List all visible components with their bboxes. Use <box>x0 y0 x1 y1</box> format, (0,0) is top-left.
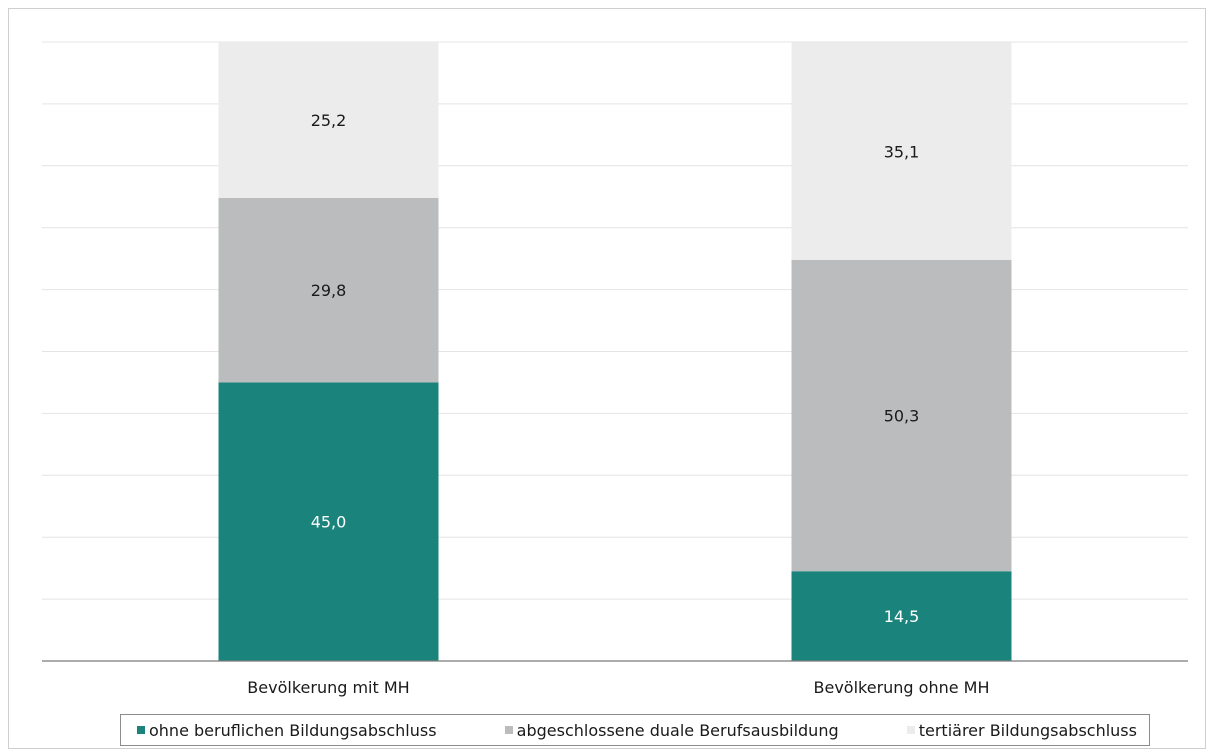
bar-segment <box>791 571 1012 661</box>
legend: ohne beruflichen Bildungsabschluss abges… <box>120 714 1150 746</box>
data-label: 29,8 <box>311 281 347 300</box>
legend-label-tertiaer: tertiärer Bildungsabschluss <box>918 720 1137 740</box>
bar-segment <box>791 259 1012 572</box>
data-label: 14,5 <box>884 607 920 626</box>
legend-swatch-duale-ausbildung <box>504 726 513 734</box>
data-label: 45,0 <box>311 513 347 532</box>
legend-label-ohne-abschluss: ohne beruflichen Bildungsabschluss <box>149 720 437 740</box>
data-label: 35,1 <box>884 142 920 161</box>
bar-segment <box>218 197 439 383</box>
x-tick-label: Bevölkerung mit MH <box>247 678 409 697</box>
bar-segment <box>218 382 439 661</box>
bars <box>218 42 1012 661</box>
bar-segment <box>791 42 1012 260</box>
bar-segment <box>218 42 439 198</box>
x-tick-labels: Bevölkerung mit MH Bevölkerung ohne MH <box>247 678 989 697</box>
data-label: 50,3 <box>884 407 920 426</box>
legend-label-duale-ausbildung: abgeschlossene duale Berufsausbildung <box>516 720 839 740</box>
legend-swatch-tertiaer <box>906 726 915 734</box>
data-label: 25,2 <box>311 111 347 130</box>
legend-swatch-ohne-abschluss <box>137 726 145 734</box>
legend-item-ohne-abschluss: ohne beruflichen Bildungsabschluss <box>137 721 437 740</box>
legend-item-tertiaer: tertiärer Bildungsabschluss <box>906 720 1137 740</box>
grid-lines <box>42 41 1188 600</box>
data-labels: 45,0 29,8 25,2 14,5 50,3 35,1 <box>311 111 920 626</box>
x-tick-label: Bevölkerung ohne MH <box>814 678 990 697</box>
legend-item-duale-ausbildung: abgeschlossene duale Berufsausbildung <box>504 720 839 740</box>
